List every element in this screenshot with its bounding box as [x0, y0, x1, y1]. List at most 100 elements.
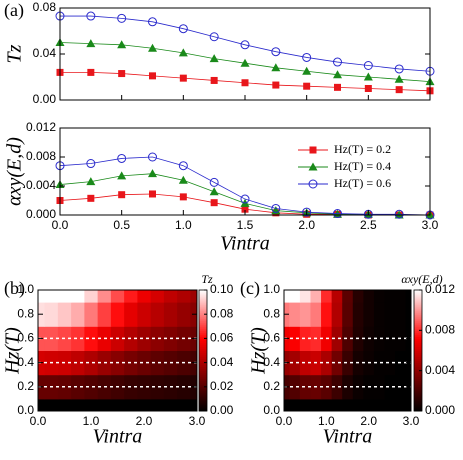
colorbar-segment: [414, 400, 422, 404]
marker: [241, 205, 249, 213]
colorbar-segment: [199, 300, 207, 303]
marker: [302, 52, 312, 62]
colorbar-segment: [414, 382, 422, 386]
colorbar-label: Tz: [201, 272, 213, 286]
colorbar-segment: [199, 324, 207, 327]
colorbar-segment: [199, 328, 207, 331]
colorbar-segment: [414, 396, 422, 400]
marker: [209, 32, 219, 42]
y-tick-label: 0.4: [17, 355, 34, 369]
marker: [87, 68, 95, 76]
heat-cell: [97, 302, 112, 327]
marker: [178, 24, 188, 34]
colorbar-segment: [199, 372, 207, 376]
colorbar-segment: [199, 360, 207, 364]
colorbar-segment: [414, 386, 422, 390]
x-tick-label: 1.0: [175, 218, 192, 232]
marker: [117, 171, 127, 180]
heat-cell: [373, 398, 386, 412]
heat-cell: [150, 326, 165, 351]
marker: [178, 175, 188, 184]
colorbar-segment: [414, 352, 422, 356]
colorbar-tick-label: 0.00: [210, 403, 234, 417]
marker: [271, 203, 281, 213]
colorbar-segment: [199, 304, 207, 307]
colorbar-segment: [414, 300, 422, 303]
marker: [240, 194, 250, 204]
heat-cell: [299, 290, 311, 303]
colorbar-tick-label: 0.000: [425, 403, 455, 417]
x-tick-label: 0.0: [276, 414, 293, 428]
colorbar-segment: [199, 370, 207, 374]
marker: [209, 177, 219, 187]
x-tick-label: 0.0: [52, 218, 69, 232]
colorbar-frame: [198, 289, 208, 412]
plot-frame: [283, 289, 412, 412]
heat-cell: [137, 398, 152, 412]
heat-cell: [44, 302, 59, 327]
y-tick-label: 0.8: [263, 306, 280, 320]
colorbar-segment: [414, 340, 422, 343]
marker: [309, 146, 317, 154]
colorbar-segment: [414, 346, 422, 349]
colorbar-segment: [199, 332, 207, 335]
heat-cell: [57, 398, 72, 412]
y-axis-label: αxy(E,d): [4, 137, 26, 206]
colorbar-segment: [414, 360, 422, 364]
colorbar-segment: [199, 302, 207, 305]
marker: [86, 11, 96, 21]
marker: [240, 58, 250, 67]
colorbar-segment: [414, 344, 422, 347]
marker: [179, 193, 187, 201]
y-tick-label: 1.0: [17, 282, 34, 296]
marker: [117, 153, 127, 163]
colorbar-segment: [199, 342, 207, 345]
heat-cell: [363, 290, 375, 303]
colorbar-segment: [199, 336, 207, 339]
colorbar-segment: [199, 380, 207, 384]
marker: [86, 39, 96, 48]
y-tick-label: 0.00: [33, 92, 57, 106]
x-tick-label: 3.0: [403, 414, 420, 428]
heat-cell: [321, 302, 333, 327]
marker: [86, 177, 96, 186]
marker: [333, 209, 342, 219]
colorbar-segment: [199, 386, 207, 390]
colorbar-segment: [199, 310, 207, 313]
heat-cell: [289, 374, 301, 400]
marker: [148, 152, 157, 162]
x-axis-label: Vintra: [93, 426, 143, 448]
x-axis-label: Vintra: [220, 233, 270, 255]
heat-cell: [352, 398, 364, 412]
colorbar-segment: [199, 396, 207, 400]
heat-cell: [110, 398, 125, 412]
heat-cell: [405, 398, 412, 412]
marker: [394, 64, 404, 74]
heat-cell: [299, 350, 311, 376]
marker: [210, 199, 218, 207]
colorbar-segment: [199, 314, 207, 317]
marker: [394, 74, 404, 83]
colorbar-segment: [199, 346, 207, 349]
heat-cell: [163, 398, 178, 412]
colorbar-segment: [199, 366, 207, 370]
colorbar-segment: [414, 394, 422, 398]
heat-cell: [97, 398, 112, 412]
colorbar-segment: [199, 392, 207, 396]
heat-cell: [284, 398, 290, 412]
heat-cell: [342, 290, 354, 303]
marker: [178, 48, 188, 57]
y-tick-label: 0.4: [263, 355, 280, 369]
colorbar-tick-label: 0.10: [210, 282, 234, 296]
heat-cell: [38, 290, 46, 303]
colorbar-segment: [199, 402, 207, 406]
colorbar-segment: [199, 364, 207, 368]
colorbar-segment: [199, 408, 207, 412]
marker: [363, 72, 373, 81]
heat-cell: [190, 290, 198, 303]
y-tick-label: 1.0: [263, 282, 280, 296]
heat-cell: [137, 290, 152, 303]
colorbar-segment: [414, 404, 422, 408]
colorbar-tick-label: 0.04: [210, 355, 234, 369]
